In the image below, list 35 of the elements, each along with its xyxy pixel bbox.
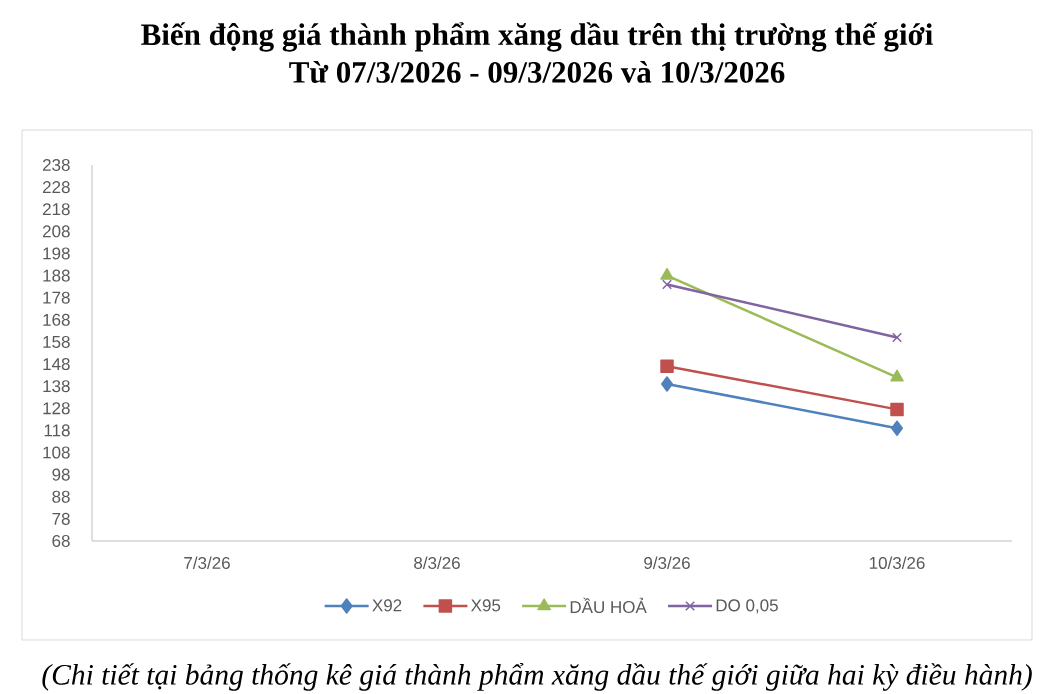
y-tick-label: 238	[42, 158, 70, 172]
y-tick-label: 188	[43, 269, 70, 282]
legend-label: DẦU HOẢ	[570, 597, 647, 614]
y-tick-label: 118	[44, 424, 70, 437]
y-tick-label: 208	[42, 225, 70, 238]
y-tick-label: 68	[52, 534, 70, 548]
x-tick-label: 9/3/26	[644, 556, 690, 569]
point	[661, 376, 674, 392]
legend-label: DO 0,05	[716, 599, 778, 614]
y-tick-label: 128	[43, 402, 70, 415]
y-tick-label: 78	[52, 512, 70, 525]
y-tick-label: 158	[43, 335, 70, 348]
legend-label: X95	[471, 599, 501, 612]
y-tick-label: 198	[43, 247, 70, 260]
point	[660, 359, 674, 373]
chart-subtitle: Từ 07/3/2026 - 09/3/2026 và 10/3/2026	[289, 61, 785, 83]
y-tick-label: 98	[52, 468, 70, 481]
y-tick-label: 108	[43, 446, 70, 459]
y-tick-label: 228	[42, 181, 70, 194]
x-tick-label: 8/3/26	[414, 556, 460, 569]
legend-label: X92	[372, 599, 402, 612]
y-tick-label: 168	[43, 313, 70, 326]
y-tick-label: 178	[43, 291, 70, 304]
y-tick-label: 88	[52, 490, 70, 503]
x-tick-label: 7/3/26	[184, 556, 230, 569]
point	[662, 279, 672, 290]
y-tick-label: 218	[42, 203, 70, 216]
point	[892, 332, 903, 343]
x-tick-label: 10/3/26	[869, 556, 925, 569]
chart-title: Biến động giá thành phẩm xăng dầu trên thị trường thế giới	[141, 22, 933, 52]
point	[891, 420, 904, 436]
text: (Chi tiết tại bảng thống kê giá thành phẩm xăng dầu thế giới giữa hai kỳ điều hành)	[42, 663, 1032, 691]
y-tick-label: 138	[43, 380, 70, 393]
y-tick-label: 148	[43, 358, 70, 371]
point	[890, 402, 904, 417]
